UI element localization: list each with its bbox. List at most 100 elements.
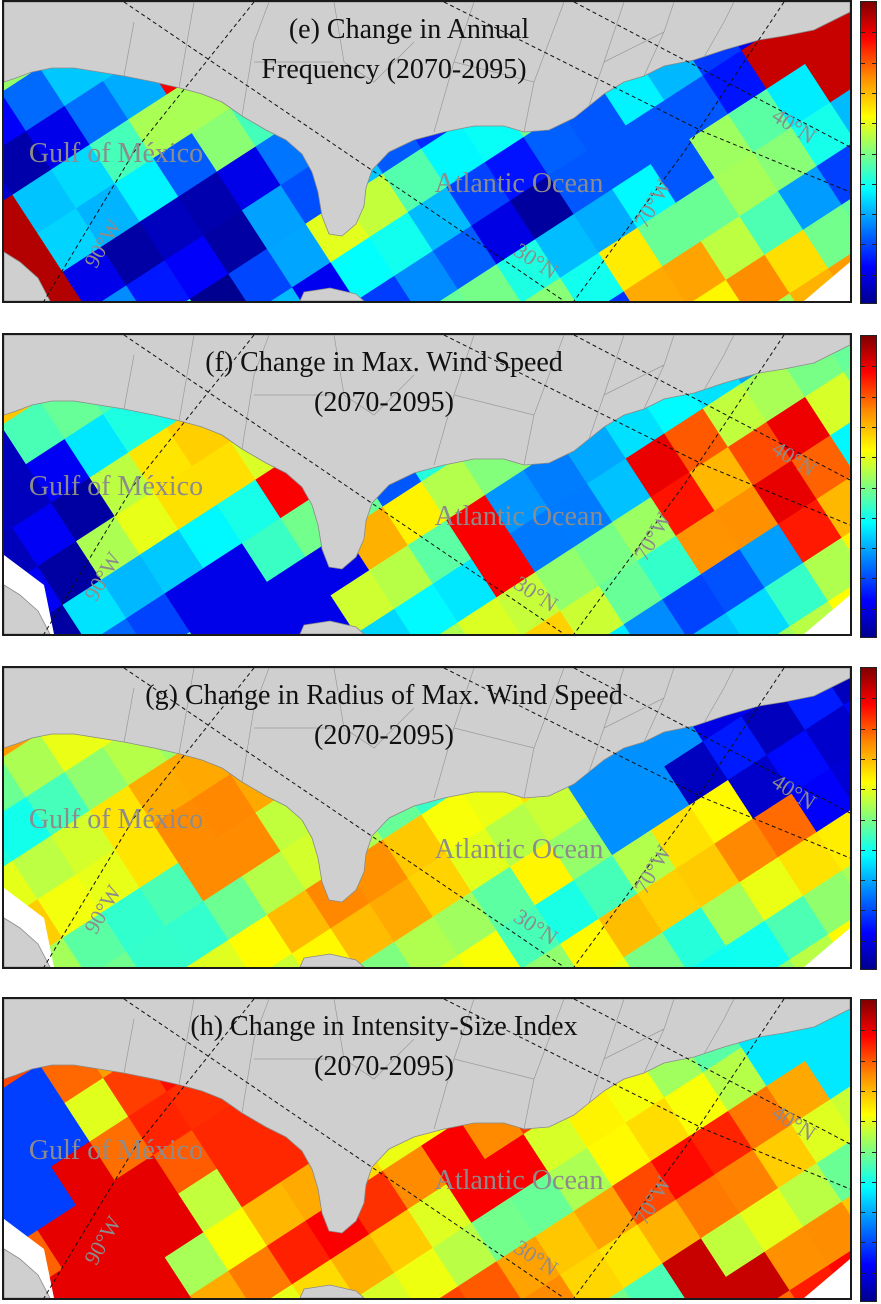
state-boundary <box>241 2 270 117</box>
grid-cell <box>675 177 741 242</box>
colorbar-tick <box>872 457 876 459</box>
grid-cell <box>216 812 282 877</box>
colorbar-tick <box>861 910 865 912</box>
grid-cell <box>457 1261 523 1298</box>
grid-cell <box>727 754 793 820</box>
grid-cell <box>598 893 664 958</box>
grid-cell <box>64 80 129 146</box>
grid-cell <box>241 850 307 916</box>
panel-title-line1: (e) Change in Annual <box>289 14 529 45</box>
grid-cell <box>766 1060 831 1126</box>
grid-cell <box>791 102 850 167</box>
grid-cell <box>407 852 473 918</box>
grid-cell <box>4 1064 66 1129</box>
grid-cell <box>203 875 268 941</box>
label-atlantic-ocean: Atlantic Ocean <box>435 834 604 865</box>
grid-cell <box>548 483 613 548</box>
grid-cell <box>725 254 791 301</box>
grid-cell <box>534 546 600 612</box>
grid-cell <box>457 930 523 967</box>
grid-cell <box>421 1120 486 1185</box>
grid-cell <box>50 477 116 542</box>
grid-cell <box>4 130 52 196</box>
grid-cell <box>727 421 793 487</box>
grid-cell <box>266 223 332 288</box>
grid-cell <box>612 829 677 895</box>
colorbar-tick <box>872 1151 876 1153</box>
colorbar-tick <box>872 214 876 216</box>
grid-cell <box>689 113 754 179</box>
colorbar-tick <box>872 123 876 125</box>
graticule-line <box>573 999 850 1145</box>
grid-cell <box>369 1208 434 1274</box>
grid-cell <box>62 1243 127 1298</box>
panel-title-line2: (2070-2095) <box>314 1051 454 1082</box>
grid-cell <box>241 1181 307 1247</box>
colorbar-tick <box>861 123 865 125</box>
colorbar-tick <box>861 608 865 610</box>
colorbar-tick <box>872 1272 876 1274</box>
graticule-line <box>573 2 850 148</box>
state-boundary <box>123 21 135 77</box>
state-boundary <box>178 2 195 89</box>
label-atlantic-ocean: Atlantic Ocean <box>435 501 604 532</box>
grid-cell <box>664 75 729 140</box>
graticule-line <box>43 2 255 301</box>
grid-cell <box>689 446 754 512</box>
grid-cell <box>560 585 625 634</box>
panel-title-line2: Frequency (2070-2095) <box>261 54 526 85</box>
grid-cell <box>64 746 129 812</box>
graticule-line <box>123 999 565 1298</box>
grid-cell <box>766 396 831 462</box>
colorbar-tick <box>872 426 876 428</box>
grid-cell <box>739 190 804 256</box>
grid-cell <box>178 171 243 236</box>
grid-cell <box>741 1022 806 1087</box>
grid-cell <box>612 1160 677 1226</box>
state-boundary <box>241 335 270 450</box>
colorbar-tick <box>861 244 865 246</box>
colorbar-tick <box>872 880 876 882</box>
land-area <box>4 251 51 301</box>
grid-cell <box>4 758 27 823</box>
grid-cell <box>101 887 166 952</box>
grid-cell <box>548 1147 613 1212</box>
grid-cell <box>791 435 850 500</box>
grid-cell <box>114 157 180 223</box>
grid-cell <box>662 240 727 301</box>
grid-cell <box>471 866 536 931</box>
grid-cell <box>766 729 831 795</box>
grid-cell <box>394 916 459 967</box>
grid-cell <box>714 152 779 217</box>
grid-cell <box>625 100 691 165</box>
grid-cell <box>689 1110 754 1176</box>
grid-cell <box>739 856 804 922</box>
grid-cell <box>739 523 804 589</box>
state-boundary <box>241 999 270 1114</box>
colorbar-tick <box>861 548 865 550</box>
grid-cell <box>625 766 691 831</box>
grid-cell <box>803 870 850 935</box>
colorbar-tick <box>861 1090 865 1092</box>
grid-cell <box>139 862 205 927</box>
grid-cell <box>675 1174 741 1239</box>
grid-cell <box>50 1141 116 1206</box>
panel-radius-max-wind: Gulf of México Atlantic Ocean 30°N 40°N 70°W… <box>2 666 852 969</box>
grid-cell <box>623 1263 689 1298</box>
grid-cell <box>700 215 766 281</box>
colorbar-tick <box>861 880 865 882</box>
grid-cell <box>355 1272 421 1298</box>
grid-cell <box>457 264 523 301</box>
grid-cell <box>702 50 768 115</box>
grid-cell <box>457 597 523 634</box>
colorbar-tick <box>872 578 876 580</box>
land-area <box>4 917 51 967</box>
grid-cell <box>64 1077 129 1143</box>
grid-cell <box>727 1085 793 1151</box>
panel-title-line1: (g) Change in Radius of Max. Wind Speed <box>145 680 622 711</box>
graticule-line <box>573 668 850 814</box>
grid-cell <box>637 202 702 267</box>
grid-cell <box>818 999 850 1037</box>
grid-cell <box>446 161 511 227</box>
